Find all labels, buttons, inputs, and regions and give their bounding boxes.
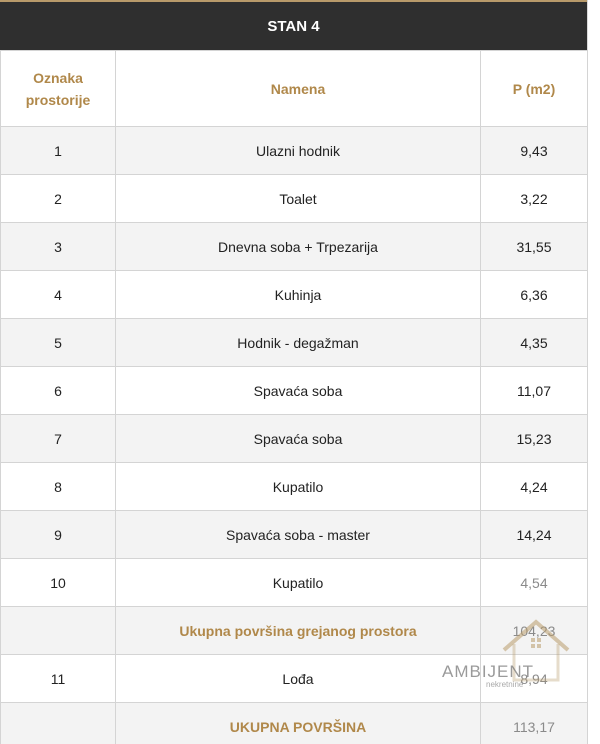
room-name: Ulazni hodnik [115,126,481,175]
room-name: Spavaća soba - master [115,510,481,559]
room-area: 31,55 [480,222,588,271]
room-id: 5 [0,318,116,367]
heated-total-label: Ukupna površina grejanog prostora [115,606,481,655]
room-area: 14,24 [480,510,588,559]
grand-total-row: UKUPNA POVRŠINA 113,17 [0,702,588,744]
table-title: STAN 4 [0,0,587,50]
room-name: Kupatilo [115,462,481,511]
room-name: Dnevna soba + Trpezarija [115,222,481,271]
room-area: 9,43 [480,126,588,175]
room-name: Kupatilo [115,558,481,607]
room-area: 4,54 [480,558,588,607]
room-area: 3,22 [480,174,588,223]
table-row: 8 Kupatilo 4,24 [0,462,588,511]
room-area: 11,07 [480,366,588,415]
table-header-row: Oznaka prostorije Namena P (m2) [0,50,588,127]
room-id: 2 [0,174,116,223]
room-id: 9 [0,510,116,559]
loggia-row: 11 Lođa 8,94 [0,654,588,703]
grand-total-empty-cell [0,702,116,744]
room-name: Toalet [115,174,481,223]
room-id: 6 [0,366,116,415]
table-row: 10 Kupatilo 4,54 [0,558,588,607]
header-purpose: Namena [115,50,481,127]
table-row: 2 Toalet 3,22 [0,174,588,223]
table-row: 3 Dnevna soba + Trpezarija 31,55 [0,222,588,271]
room-id: 8 [0,462,116,511]
grand-total-label: UKUPNA POVRŠINA [115,702,481,744]
room-area: 8,94 [480,654,588,703]
right-edge-strip [587,0,600,744]
room-area: 4,35 [480,318,588,367]
table-row: 1 Ulazni hodnik 9,43 [0,126,588,175]
room-id: 4 [0,270,116,319]
room-name: Kuhinja [115,270,481,319]
room-id: 1 [0,126,116,175]
table-row: 7 Spavaća soba 15,23 [0,414,588,463]
grand-total-area: 113,17 [480,702,588,744]
heated-total-row: Ukupna površina grejanog prostora 104,23 [0,606,588,655]
heated-total-area: 104,23 [480,606,588,655]
room-id: 7 [0,414,116,463]
table-row: 4 Kuhinja 6,36 [0,270,588,319]
room-name: Spavaća soba [115,414,481,463]
table-row: 9 Spavaća soba - master 14,24 [0,510,588,559]
room-id: 10 [0,558,116,607]
room-name: Lođa [115,654,481,703]
heated-total-empty-cell [0,606,116,655]
header-area: P (m2) [480,50,588,127]
room-id: 3 [0,222,116,271]
room-area: 15,23 [480,414,588,463]
room-id: 11 [0,654,116,703]
room-area: 6,36 [480,270,588,319]
table-row: 5 Hodnik - degažman 4,35 [0,318,588,367]
header-room-label: Oznaka prostorije [0,50,116,127]
room-area: 4,24 [480,462,588,511]
area-table: Oznaka prostorije Namena P (m2) 1 Ulazni… [0,50,588,744]
room-name: Spavaća soba [115,366,481,415]
room-name: Hodnik - degažman [115,318,481,367]
table-row: 6 Spavaća soba 11,07 [0,366,588,415]
